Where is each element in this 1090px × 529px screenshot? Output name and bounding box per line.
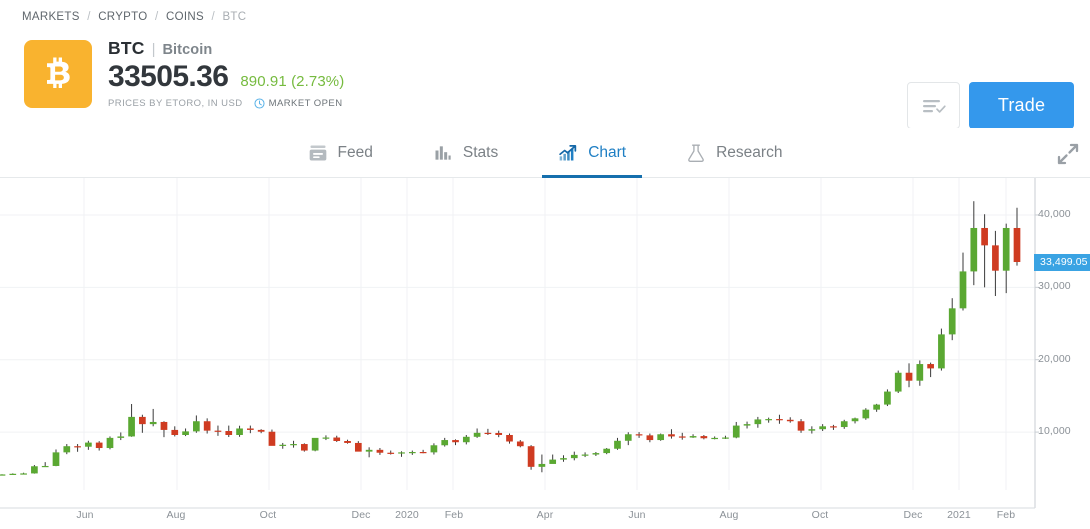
price-change: 890.91 (2.73%) [240,73,345,90]
breadcrumb-separator: / [87,11,91,23]
breadcrumb-item-markets[interactable]: MARKETS [22,11,80,23]
tab-label: Chart [588,143,627,161]
tab-stats[interactable]: Stats [417,128,514,178]
trending-up-icon [559,144,577,160]
x-axis-tick-label: Feb [444,509,464,521]
bar-chart-icon [435,145,451,160]
x-axis-tick-label: Apr [536,509,554,521]
x-axis-tick-label: Oct [811,509,829,521]
symbol-divider: | [151,41,156,58]
breadcrumb-separator: / [211,11,215,23]
x-axis-tick-label: 2020 [395,509,419,521]
candlestick-plot [0,178,1039,509]
current-price: 33505.36 [108,60,229,93]
clock-icon [254,97,265,109]
x-axis-tick-label: Aug [166,509,186,521]
x-axis-tick-label: Jun [76,509,94,521]
breadcrumb-separator: / [155,11,159,23]
current-price-tag: 33,499.05 [1034,254,1090,271]
breadcrumb-item-coins[interactable]: COINS [166,11,204,23]
trade-button[interactable]: Trade [969,82,1074,129]
instrument-identity: BTC | Bitcoin 33505.36 890.91 (2.73%) PR… [108,38,344,109]
x-axis-tick-label: Dec [903,509,923,521]
bitcoin-icon [24,40,92,108]
feed-inbox-icon [309,145,326,160]
x-axis-tick-label: 2021 [947,509,971,521]
x-axis-tick-label: Feb [996,509,1016,521]
instrument-header: BTC | Bitcoin 33505.36 890.91 (2.73%) PR… [0,30,1090,129]
tab-label: Stats [462,143,499,161]
instrument-name: Bitcoin [162,42,213,58]
market-status: MARKET OPEN [268,97,343,109]
tab-research[interactable]: Research [670,128,798,178]
flask-icon [688,144,704,162]
breadcrumb-item-crypto[interactable]: CRYPTO [98,11,148,23]
x-axis-tick-label: Oct [259,509,277,521]
watchlist-checklist-icon [922,99,946,113]
tab-feed[interactable]: Feed [292,128,389,178]
tab-label: Feed [337,143,373,161]
x-axis-tick-label: Dec [351,509,371,521]
tab-chart[interactable]: Chart [542,128,643,178]
x-axis-tick-label: Jun [628,509,646,521]
breadcrumb: MARKETS / CRYPTO / COINS / BTC [22,11,246,23]
price-chart[interactable]: 10,000 20,000 30,000 40,000 Jun Aug Oct Dec 202… [0,178,1090,529]
tab-label: Research [716,143,783,161]
x-axis-labels: Jun Aug Oct Dec 2020 Feb Apr Jun Aug Oct Dec 2021 Fe… [0,509,1090,525]
x-axis-tick-label: Aug [719,509,739,521]
instrument-symbol: BTC [108,38,145,58]
breadcrumb-item-btc: BTC [222,11,247,23]
watchlist-button[interactable] [907,82,960,129]
expand-fullscreen-icon[interactable] [1056,142,1080,166]
price-source-note: PRICES BY ETORO, IN USD [108,97,243,109]
instrument-tabs: Feed Stats Chart [0,128,1090,178]
